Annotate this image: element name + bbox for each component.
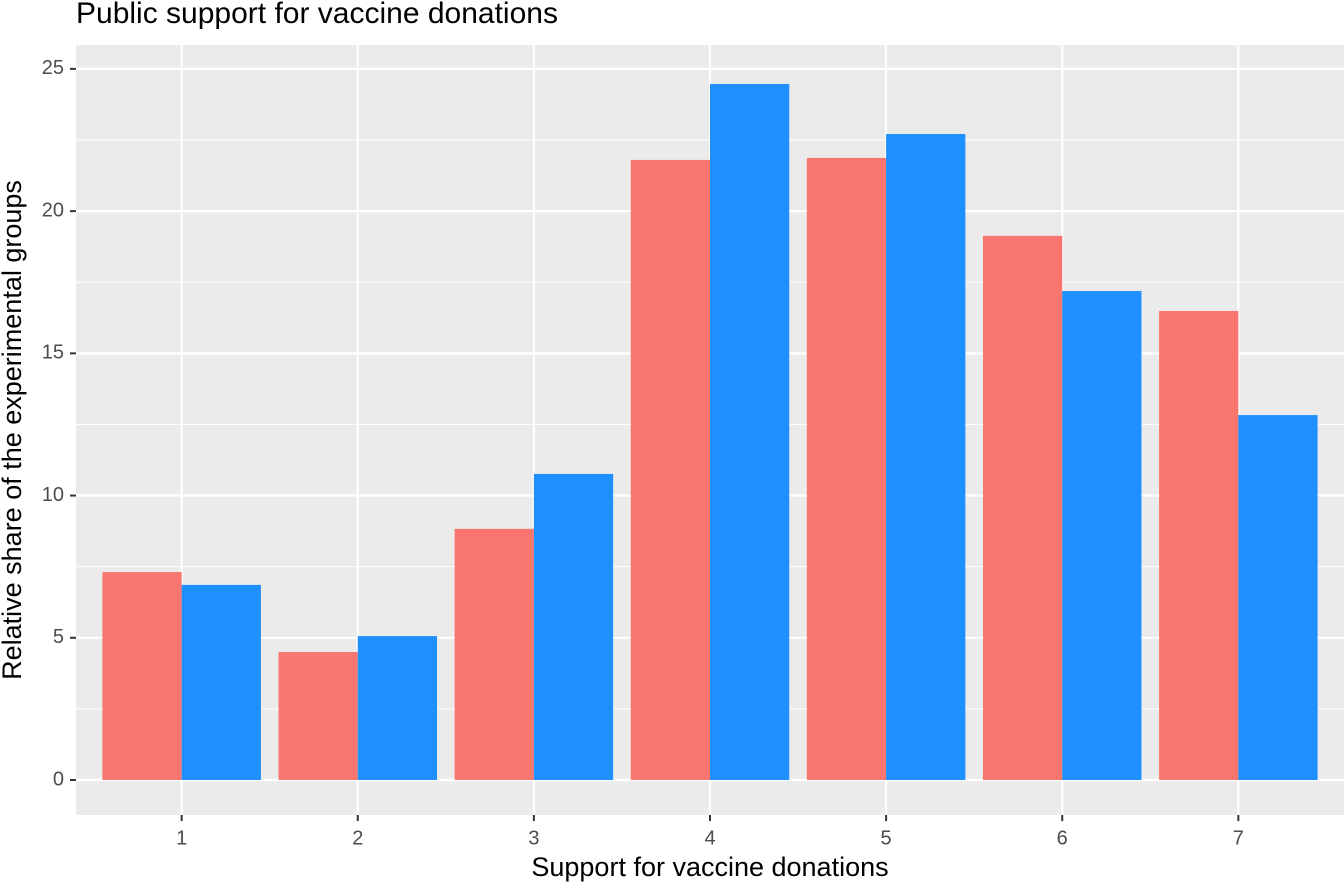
bar <box>806 157 887 781</box>
bar <box>630 159 710 781</box>
bar <box>1062 291 1142 781</box>
y-axis-title: Relative share of the experimental group… <box>0 180 27 680</box>
bar <box>710 83 790 781</box>
bar <box>357 636 438 781</box>
x-tick-label: 5 <box>881 827 892 849</box>
bar <box>982 235 1063 781</box>
y-tick-label: 15 <box>42 342 64 364</box>
bar <box>886 134 966 781</box>
x-tick-label: 7 <box>1233 827 1244 849</box>
x-tick-label: 1 <box>176 827 187 849</box>
y-tick-label: 5 <box>53 626 64 648</box>
y-tick-label: 10 <box>42 484 64 506</box>
x-tick-label: 2 <box>352 827 363 849</box>
x-tick-label: 3 <box>528 827 539 849</box>
bar <box>102 572 182 781</box>
chart-title: Public support for vaccine donations <box>76 0 558 30</box>
y-tick-label: 25 <box>42 57 64 79</box>
bar <box>1238 415 1318 781</box>
x-tick-label: 6 <box>1057 827 1068 849</box>
bar <box>1159 310 1239 781</box>
x-tick-label: 4 <box>704 827 715 849</box>
bar <box>181 584 261 781</box>
y-tick-label: 20 <box>42 199 64 221</box>
bar <box>533 473 614 781</box>
y-tick-label: 0 <box>53 768 64 790</box>
bar <box>454 528 534 781</box>
x-axis-title: Support for vaccine donations <box>531 852 888 882</box>
bar <box>278 652 358 781</box>
